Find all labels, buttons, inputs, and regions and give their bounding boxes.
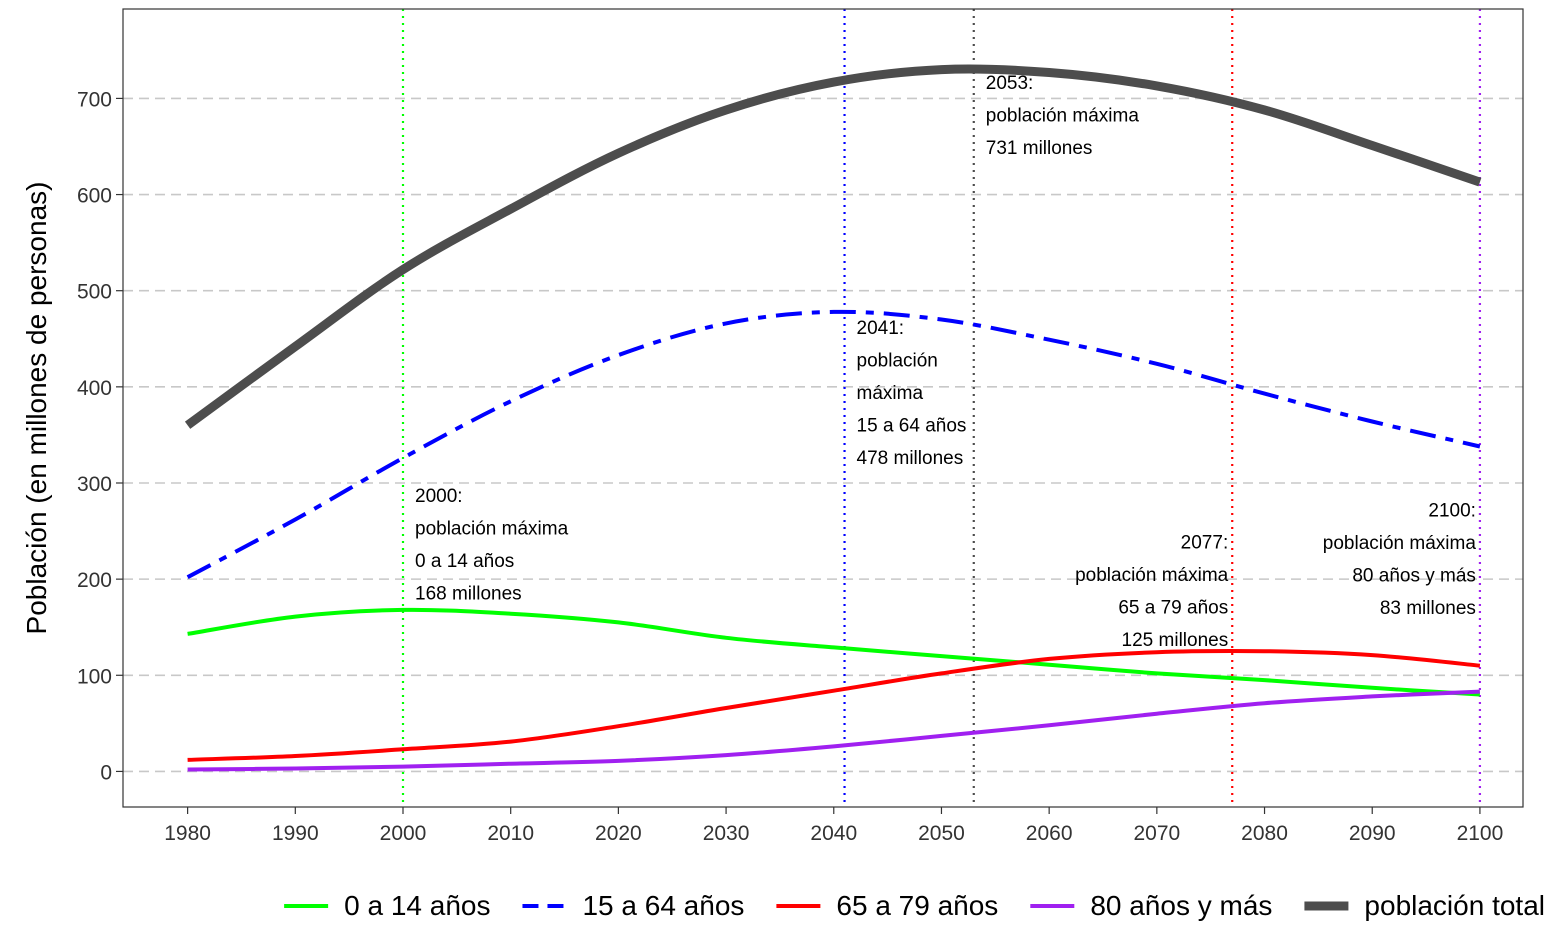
annotation-2041-line-5: 478 millones bbox=[857, 448, 964, 469]
annotation-2053: 2053: población máxima 731 millones bbox=[986, 73, 1140, 159]
annotation-2041-line-3: máxima bbox=[857, 383, 924, 404]
x-tick-label-2090: 2090 bbox=[1349, 822, 1396, 845]
annotation-2100-line-1: 2100: bbox=[1428, 501, 1476, 522]
x-tick-label-2030: 2030 bbox=[703, 822, 750, 845]
annotation-2100: 2100: población máxima 80 años y más 83 mil… bbox=[1323, 501, 1477, 620]
x-tick-label-2070: 2070 bbox=[1133, 822, 1180, 845]
annotation-2077: 2077: población máxima 65 a 79 años 125 mil… bbox=[1075, 532, 1229, 651]
annotation-2077-line-3: 65 a 79 años bbox=[1118, 597, 1228, 618]
reference-lines bbox=[401, 9, 1482, 807]
series-line-2 bbox=[186, 309, 1481, 579]
legend-label-5: población total bbox=[1364, 890, 1545, 921]
annotation-2041-line-2: población bbox=[857, 350, 938, 371]
annotation-2053-line-2: población máxima bbox=[986, 105, 1140, 126]
x-tick-label-2060: 2060 bbox=[1026, 822, 1073, 845]
y-tick-label-0: 0 bbox=[100, 761, 112, 784]
annotation-2077-line-2: población máxima bbox=[1075, 565, 1229, 586]
x-tick-label-2000: 2000 bbox=[380, 822, 427, 845]
plot-frame bbox=[122, 8, 1524, 808]
annotation-2000-line-1: 2000: bbox=[415, 486, 463, 507]
annotation-2100-line-4: 83 millones bbox=[1380, 598, 1476, 619]
annotation-2000-line-2: población máxima bbox=[415, 519, 569, 540]
legend-label-3: 65 a 79 años bbox=[836, 890, 998, 921]
y-tick-label-400: 400 bbox=[77, 377, 112, 400]
legend-label-1: 0 a 14 años bbox=[344, 890, 490, 921]
x-tick-label-2010: 2010 bbox=[487, 822, 534, 845]
annotation-2041: 2041: población máxima 15 a 64 años 478 mill… bbox=[857, 318, 967, 469]
y-tick-label-600: 600 bbox=[77, 185, 112, 208]
y-axis-label: Población (en millones de personas) bbox=[21, 182, 52, 635]
annotation-2077-line-1: 2077: bbox=[1181, 532, 1229, 553]
legend-label-4: 80 años y más bbox=[1090, 890, 1272, 921]
series-line-3 bbox=[187, 648, 1481, 762]
y-tick-label-700: 700 bbox=[77, 88, 112, 111]
y-tick-label-100: 100 bbox=[77, 665, 112, 688]
x-tick-label-2100: 2100 bbox=[1457, 822, 1504, 845]
annotation-2100-line-3: 80 años y más bbox=[1352, 566, 1476, 587]
y-tick-label-300: 300 bbox=[77, 473, 112, 496]
series-line-4 bbox=[187, 689, 1480, 772]
annotation-2053-line-1: 2053: bbox=[986, 73, 1034, 94]
legend-label-2: 15 a 64 años bbox=[582, 890, 744, 921]
axes: 0 100 200 300 400 500 600 700 1980 1990 2000 2010 20… bbox=[77, 88, 1503, 845]
annotations: 2000: población máxima 0 a 14 años 168 mill… bbox=[415, 73, 1476, 651]
annotation-2000: 2000: población máxima 0 a 14 años 168 mill… bbox=[415, 486, 569, 605]
series-lines bbox=[184, 64, 1482, 772]
y-tick-label-500: 500 bbox=[77, 281, 112, 304]
series-line-5 bbox=[184, 64, 1482, 429]
annotation-2053-line-3: 731 millones bbox=[986, 138, 1093, 159]
legend: 0 a 14 años 15 a 64 años 65 a 79 años 80 añ… bbox=[284, 890, 1545, 921]
gridlines bbox=[123, 97, 1523, 773]
annotation-2041-line-1: 2041: bbox=[857, 318, 905, 339]
annotation-2000-line-4: 168 millones bbox=[415, 584, 522, 605]
annotation-2000-line-3: 0 a 14 años bbox=[415, 551, 514, 572]
annotation-2041-line-4: 15 a 64 años bbox=[857, 415, 967, 436]
x-tick-label-2020: 2020 bbox=[595, 822, 642, 845]
x-tick-label-2050: 2050 bbox=[918, 822, 965, 845]
annotation-2077-line-4: 125 millones bbox=[1122, 630, 1229, 651]
annotation-2100-line-2: población máxima bbox=[1323, 533, 1477, 554]
x-tick-label-2040: 2040 bbox=[810, 822, 857, 845]
x-tick-label-2080: 2080 bbox=[1241, 822, 1288, 845]
x-tick-label-1980: 1980 bbox=[164, 822, 211, 845]
series-line-1 bbox=[187, 607, 1481, 697]
x-tick-label-1990: 1990 bbox=[272, 822, 319, 845]
y-tick-label-200: 200 bbox=[77, 569, 112, 592]
